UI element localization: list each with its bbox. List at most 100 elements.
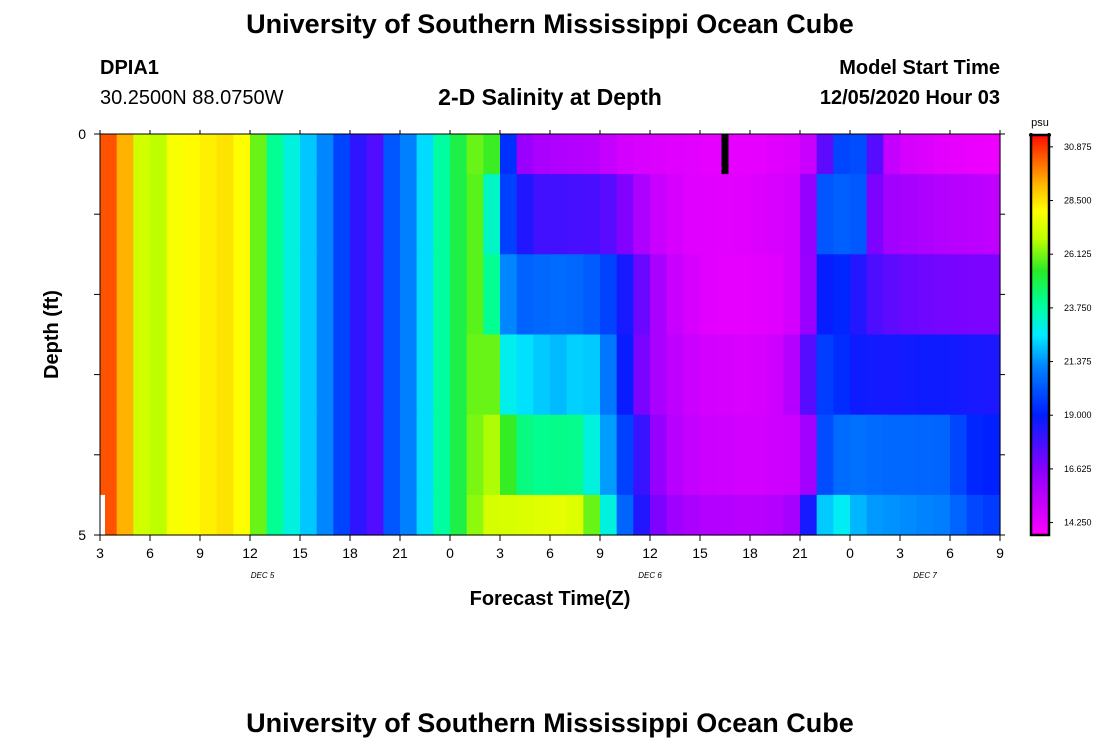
heatmap-cell-layer3-h37 [716,254,734,336]
model-start-label: Model Start Time [839,57,1000,79]
heatmap-cell-bottom-h38 [733,494,751,536]
heatmap-cell-layer2-h37 [716,174,734,255]
heatmap-cell-bottom-h39 [750,494,768,536]
heatmap-cell-surface-h0 [100,134,118,175]
heatmap-cell-layer2-h9 [250,174,268,255]
heatmap-cell-surface-h22 [466,134,484,175]
heatmap-cell-layer5-h36 [700,414,718,496]
heatmap-cell-layer4-h10 [266,334,284,416]
heatmap-cell-layer5-h41 [783,414,801,496]
heatmap-cell-layer2-h23 [483,174,501,255]
heatmap-cell-layer5-h42 [800,414,818,496]
heatmap-cell-layer3-h14 [333,254,351,336]
heatmap-cell-layer2-h48 [900,174,918,255]
heatmap-cell-bottom-h3 [150,494,168,536]
heatmap-cell-layer3-h3 [150,254,168,336]
heatmap-cell-layer4-h5 [183,334,201,416]
heatmap-cell-surface-h40 [766,134,784,175]
heatmap-cell-layer4-h20 [433,334,451,416]
heatmap-cell-layer2-h33 [650,174,668,255]
heatmap-cell-layer2-h46 [866,174,884,255]
heatmap-cell-bottom-h13 [316,494,334,536]
heatmap-cell-layer5-h43 [816,414,834,496]
heatmap-cell-layer3-h53 [983,254,1001,336]
colorbar-tick-label: 28.500 [1064,196,1092,206]
heatmap-cell-layer5-h47 [883,414,901,496]
x-tick-label: 18 [342,545,358,561]
heatmap-cell-layer3-h7 [216,254,234,336]
heatmap-cell-layer3-h32 [633,254,651,336]
heatmap-cell-layer4-h39 [750,334,768,416]
heatmap-cell-layer3-h42 [800,254,818,336]
heatmap-cell-layer4-h13 [316,334,334,416]
heatmap-cell-surface-h33 [650,134,668,175]
heatmap-cell-surface-h44 [833,134,851,175]
heatmap-cell-layer4-h43 [816,334,834,416]
footer-title: University of Southern Mississippi Ocean… [246,708,854,738]
heatmap-cell-bottom-h37 [716,494,734,536]
heatmap-cell-layer4-h41 [783,334,801,416]
heatmap-cell-layer3-h43 [816,254,834,336]
heatmap-cell-layer5-h31 [616,414,634,496]
station-id: DPIA1 [100,57,159,79]
heatmap-cell-bottom-h32 [633,494,651,536]
x-tick-label: 9 [596,545,604,561]
heatmap-cell-layer5-h50 [933,414,951,496]
heatmap-cell-layer5-h19 [416,414,434,496]
heatmap-cell-surface-h11 [283,134,301,175]
heatmap-cell-layer5-h5 [183,414,201,496]
model-start-value: 12/05/2020 Hour 03 [819,87,1000,109]
heatmap-cell-layer2-h20 [433,174,451,255]
heatmap-cell-bottom-h17 [383,494,401,536]
heatmap-cell-layer2-h32 [633,174,651,255]
heatmap-cell-bottom-h25 [516,494,534,536]
heatmap-cell-layer5-h53 [983,414,1001,496]
heatmap-cell-layer4-h2 [133,334,151,416]
heatmap-cell-layer5-h29 [583,414,601,496]
heatmap-cell-surface-h41 [783,134,801,175]
heatmap-cell-bottom-h34 [666,494,684,536]
heatmap-cell-layer3-h41 [783,254,801,336]
heatmap-cell-layer4-h11 [283,334,301,416]
heatmap-cell-layer4-h14 [333,334,351,416]
y-tick-label: 0 [78,126,86,142]
heatmap-cell-layer4-h24 [500,334,518,416]
colorbar-tick-label: 21.375 [1064,357,1092,367]
heatmap-cell-layer2-h17 [383,174,401,255]
heatmap-cell-layer5-h8 [233,414,251,496]
heatmap-cell-layer5-h39 [750,414,768,496]
heatmap-cell-layer4-h36 [700,334,718,416]
colorbar-corner-dot [1047,133,1051,137]
heatmap-cell-layer5-h34 [666,414,684,496]
heatmap-cell-bottom-h45 [850,494,868,536]
heatmap-cell-layer3-h31 [616,254,634,336]
heatmap-cell-layer2-h10 [266,174,284,255]
heatmap-cell-layer4-h0 [100,334,118,416]
heatmap-cell-layer5-h21 [450,414,468,496]
colorbar-tick-label: 30.875 [1064,142,1092,152]
heatmap-cell-layer5-h10 [266,414,284,496]
x-tick-label: 3 [496,545,504,561]
heatmap-cell-layer2-h12 [300,174,318,255]
heatmap-cell-surface-h48 [900,134,918,175]
heatmap-cell-layer5-h40 [766,414,784,496]
heatmap-cell-layer3-h11 [283,254,301,336]
heatmap-cell-layer4-h1 [116,334,134,416]
heatmap-cell-layer4-h53 [983,334,1001,416]
heatmap-cell-layer4-h23 [483,334,501,416]
heatmap-cell-surface-h32 [633,134,651,175]
heatmap-cell-layer2-h41 [783,174,801,255]
heatmap-cell-bottom-h48 [900,494,918,536]
heatmap-cell-layer3-h9 [250,254,268,336]
heatmap-cell-layer4-h6 [200,334,218,416]
heatmap-cell-layer2-h49 [916,174,934,255]
colorbar-corner-dot [1029,133,1033,137]
heatmap-cell-layer2-h24 [500,174,518,255]
heatmap-cell-bottom-h2 [133,494,151,536]
heatmap-cell-layer3-h52 [966,254,984,336]
heatmap-cell-surface-h21 [450,134,468,175]
heatmap-cell-layer2-h42 [800,174,818,255]
heatmap-cell-bottom-h7 [216,494,234,536]
heatmap-cell-layer4-h33 [650,334,668,416]
heatmap-cell-layer2-h22 [466,174,484,255]
